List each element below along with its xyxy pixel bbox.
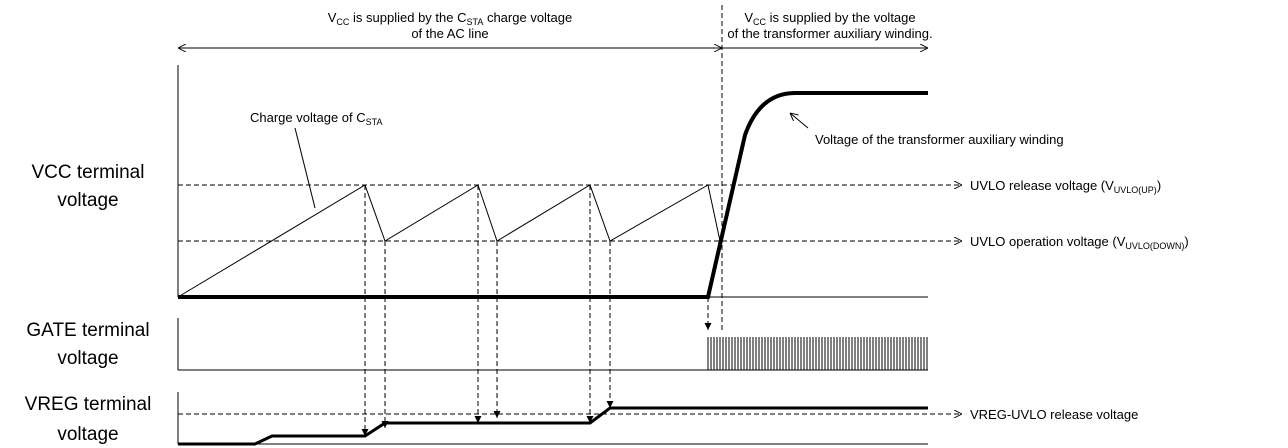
aux-label: Voltage of the transformer auxiliary win…: [815, 132, 1064, 147]
gate-label: GATE terminal: [26, 320, 149, 341]
vcc-label: VCC terminal: [32, 162, 145, 183]
header-right-2: of the transformer auxiliary winding.: [727, 26, 932, 41]
operation-label: UVLO operation voltage (VUVLO(DOWN)): [970, 234, 1189, 251]
header-left-2: of the AC line: [411, 26, 488, 41]
charge-label: Charge voltage of CSTA: [250, 110, 382, 127]
gate-label: voltage: [57, 348, 118, 369]
vreg-label: VREG terminal: [25, 394, 152, 415]
header-right: VCC is supplied by the voltage: [744, 10, 915, 27]
vreg-release-label: VREG-UVLO release voltage: [970, 407, 1138, 422]
layout: [177, 5, 962, 446]
vcc-label: voltage: [57, 190, 118, 211]
vreg-label: voltage: [57, 424, 118, 445]
release-label: UVLO release voltage (VUVLO(UP)): [970, 178, 1161, 195]
header-left: VCC is supplied by the CSTA charge volta…: [328, 10, 573, 27]
